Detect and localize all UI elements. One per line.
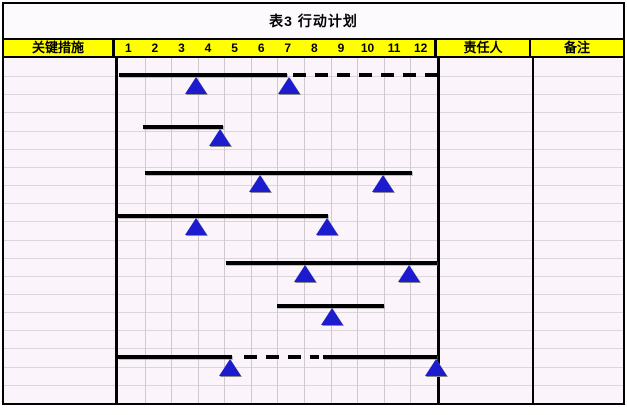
table-title-text: 表3 行动计划 (269, 13, 358, 29)
gantt-chart-area (4, 58, 623, 403)
milestone-triangle-icon (209, 129, 232, 146)
column-separator (532, 58, 534, 403)
milestone-triangle-icon (371, 175, 394, 192)
milestone-triangle-icon (185, 77, 208, 94)
header-months: 1 2 3 4 5 6 7 8 9 10 11 12 (115, 40, 437, 56)
row-gridline (4, 239, 623, 241)
month-header-cell: 4 (204, 41, 212, 55)
task-bar-solid (143, 125, 223, 129)
milestone-triangle-icon (185, 218, 208, 235)
month-gridline (224, 58, 226, 403)
milestone-triangle-icon (278, 77, 301, 94)
month-gridline (171, 58, 173, 403)
row-gridline (4, 366, 623, 368)
task-bar-solid (322, 355, 437, 359)
month-gridline (277, 58, 279, 403)
task-bar-solid (118, 214, 328, 218)
row-gridline (4, 312, 623, 314)
row-gridline (4, 148, 623, 150)
month-gridline (357, 58, 359, 403)
milestone-triangle-icon (249, 175, 272, 192)
row-gridline (4, 94, 623, 96)
milestone-triangle-icon (424, 359, 447, 376)
row-gridline (4, 185, 623, 187)
milestone-triangle-icon (320, 308, 343, 325)
row-gridline (4, 112, 623, 114)
row-gridline (4, 166, 623, 168)
header-owner: 责任人 (437, 40, 531, 56)
month-header-cell: 2 (151, 41, 159, 55)
month-header-cell: 3 (178, 41, 185, 55)
table-header-row: 关键措施 1 2 3 4 5 6 7 8 9 10 11 12 责任人 备注 (4, 40, 623, 58)
column-separator (437, 58, 440, 403)
row-gridline (4, 348, 623, 350)
row-gridline (4, 203, 623, 205)
month-header-cell: 7 (284, 41, 292, 55)
task-bar-dashed (244, 355, 319, 359)
action-plan-table: 表3 行动计划 关键措施 1 2 3 4 5 6 7 8 9 10 11 12 责任人 备注 (2, 2, 625, 405)
month-header-cell: 6 (257, 41, 265, 55)
month-gridline (250, 58, 252, 403)
row-gridline (4, 257, 623, 259)
row-gridline (4, 221, 623, 223)
row-gridline (4, 293, 623, 295)
month-header-cell: 8 (310, 41, 318, 55)
row-gridline (4, 330, 623, 332)
month-header-cell: 5 (231, 41, 238, 55)
milestone-triangle-icon (315, 218, 338, 235)
month-gridline (410, 58, 412, 403)
task-bar-solid (144, 171, 412, 175)
task-bar-solid (277, 304, 384, 308)
task-bar-solid (119, 73, 287, 77)
task-bar-solid (225, 261, 437, 265)
month-header-cell: 1 (124, 41, 132, 55)
table-title: 表3 行动计划 (4, 4, 623, 40)
month-header-cell: 12 (413, 41, 428, 55)
row-gridline (4, 130, 623, 132)
milestone-triangle-icon (398, 265, 421, 282)
month-gridline (144, 58, 146, 403)
month-gridline (304, 58, 306, 403)
month-header-cell: 9 (337, 41, 345, 55)
month-gridline (383, 58, 385, 403)
month-header-cell: 10 (360, 41, 375, 55)
column-separator (115, 58, 118, 403)
milestone-triangle-icon (294, 265, 317, 282)
header-remarks: 备注 (563, 40, 590, 55)
task-bar-dashed (293, 73, 437, 77)
header-key-measures: 关键措施 (4, 40, 115, 56)
milestone-triangle-icon (218, 359, 241, 376)
month-header-cell: 11 (387, 41, 401, 55)
task-bar-solid (118, 355, 233, 359)
row-gridline (4, 384, 623, 386)
